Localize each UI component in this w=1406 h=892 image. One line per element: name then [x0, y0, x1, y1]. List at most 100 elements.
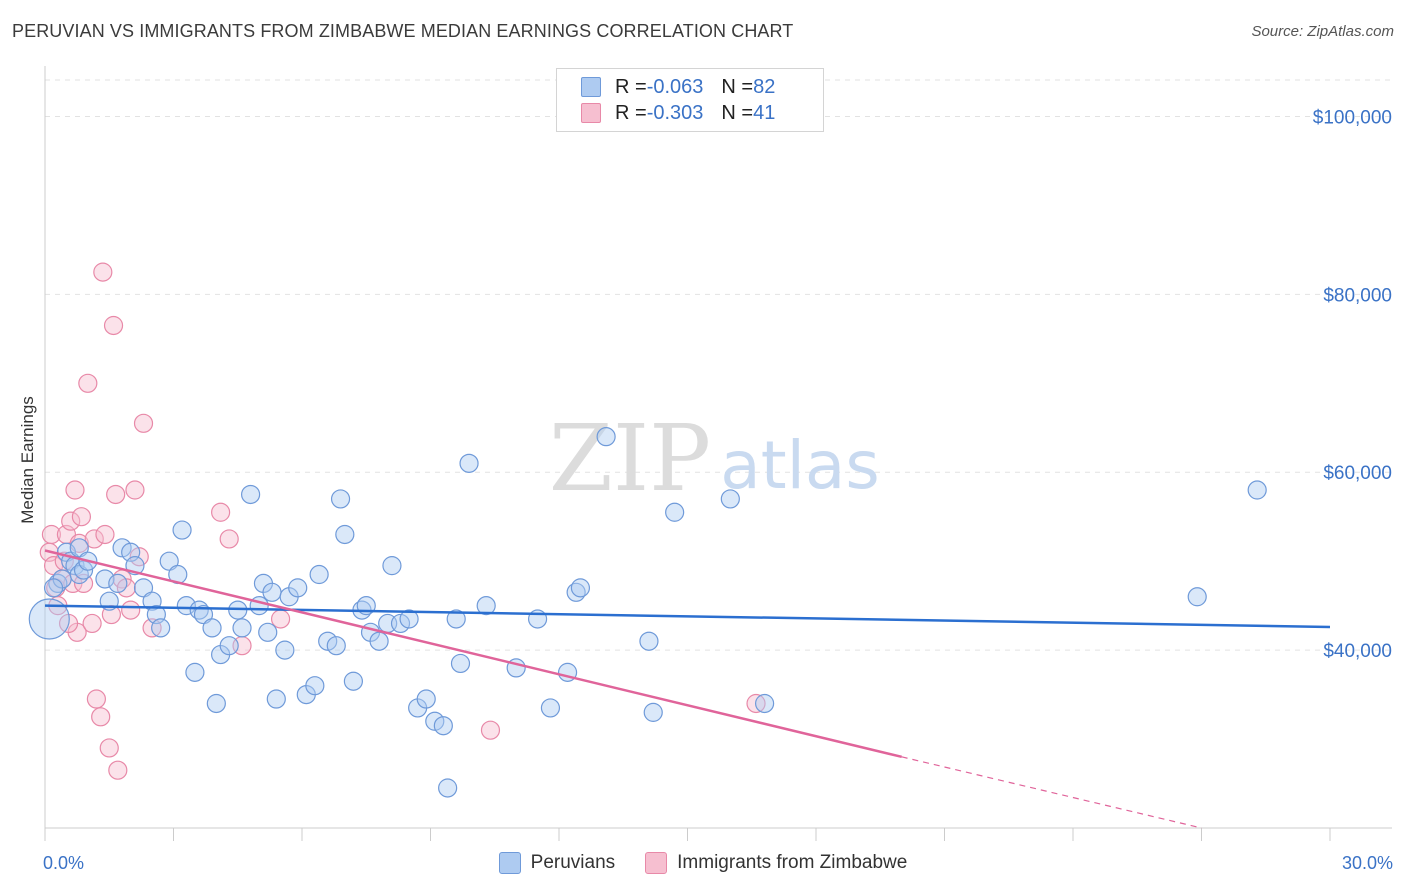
data-point-peruvians — [540, 698, 561, 718]
legend-n-label: N = — [721, 101, 754, 124]
data-point-peruvians — [570, 578, 591, 598]
data-point-peruvians — [43, 578, 64, 598]
data-point-peruvians — [133, 578, 154, 598]
data-point-zimbabwe — [61, 511, 81, 531]
legend-n-value: 41 — [753, 101, 776, 124]
grid-lines — [45, 79, 1392, 651]
data-point-peruvians — [262, 582, 282, 602]
data-point-peruvians — [643, 702, 663, 722]
data-point-zimbabwe — [121, 600, 141, 620]
data-point-peruvians — [241, 484, 261, 505]
legend-r-label: R = — [615, 101, 647, 124]
data-point-peruvians — [720, 489, 740, 509]
legend-n-label: N = — [721, 75, 754, 98]
data-point-zimbabwe — [95, 524, 115, 545]
data-point-zimbabwe — [480, 720, 501, 740]
y-tick-label: $80,000 — [1323, 285, 1392, 306]
data-point-peruvians — [219, 636, 239, 656]
data-point-peruvians — [309, 564, 329, 585]
data-point-peruvians — [330, 489, 351, 509]
correlation-legend: R = -0.063 N = 82 R = -0.303 N = 41 — [556, 68, 824, 132]
data-point-peruvians — [639, 631, 659, 651]
data-point-peruvians — [382, 556, 402, 576]
x-tick-label: 30.0% — [1342, 853, 1393, 873]
data-point-peruvians — [343, 671, 363, 691]
trend-line-zimbabwe-extension — [901, 756, 1202, 829]
data-point-peruvians — [446, 609, 466, 629]
data-point-zimbabwe — [116, 578, 136, 598]
data-point-peruvians — [159, 551, 179, 571]
data-point-peruvians — [305, 676, 325, 696]
data-point-zimbabwe — [125, 480, 145, 500]
data-point-zimbabwe — [82, 613, 102, 634]
data-point-peruvians — [433, 716, 453, 736]
data-point-zimbabwe — [103, 315, 124, 336]
data-point-zimbabwe — [73, 573, 94, 594]
series-legend: Peruvians Immigrants from Zimbabwe — [0, 852, 1406, 874]
watermark-zip: ZIP — [549, 405, 711, 512]
legend-row-peruvians: R = -0.063 N = 82 — [581, 74, 775, 100]
data-point-peruvians — [202, 618, 222, 638]
data-point-zimbabwe — [86, 689, 107, 709]
data-point-zimbabwe — [106, 484, 126, 505]
data-point-zimbabwe — [78, 373, 98, 393]
data-point-zimbabwe — [41, 524, 62, 545]
series-zimbabwe-points — [39, 262, 766, 780]
data-point-zimbabwe — [84, 529, 104, 549]
data-point-peruvians — [95, 569, 115, 589]
legend-swatch-peruvians — [581, 77, 601, 97]
data-point-zimbabwe — [93, 262, 113, 282]
data-point-peruvians — [450, 653, 471, 674]
legend-item-peruvians[interactable]: Peruvians — [498, 852, 615, 874]
data-point-peruvians — [206, 693, 226, 714]
data-point-peruvians — [459, 453, 479, 473]
data-point-peruvians — [232, 618, 252, 638]
data-point-peruvians — [193, 604, 214, 625]
legend-r-label: R = — [615, 75, 647, 98]
data-point-zimbabwe — [91, 707, 111, 727]
data-point-peruvians — [172, 520, 192, 540]
data-point-peruvians — [185, 662, 205, 682]
trend-lines — [44, 549, 1331, 829]
data-point-peruvians — [390, 613, 411, 634]
data-point-peruvians — [596, 427, 616, 447]
x-tick-labels: 0.0% 30.0% — [43, 853, 1393, 873]
data-point-peruvians — [318, 631, 338, 651]
data-point-zimbabwe — [133, 413, 154, 433]
data-point-peruvians — [335, 524, 355, 545]
data-point-zimbabwe — [129, 547, 149, 567]
y-tick-label: $60,000 — [1323, 463, 1392, 484]
data-point-zimbabwe — [270, 609, 291, 629]
data-point-peruvians — [425, 711, 445, 731]
data-point-zimbabwe — [108, 760, 128, 780]
legend-r-value: -0.063 — [646, 75, 704, 98]
trend-line-zimbabwe — [44, 549, 902, 759]
watermark-atlas: atlas — [720, 427, 880, 504]
legend-swatch-peruvians — [498, 852, 521, 874]
data-point-zimbabwe — [219, 529, 239, 549]
data-point-peruvians — [399, 609, 419, 629]
data-point-peruvians — [369, 631, 389, 651]
data-point-zimbabwe — [99, 738, 119, 758]
legend-n-value: 82 — [753, 75, 776, 98]
y-tick-labels: $40,000 $60,000 $80,000 $100,000 — [1313, 107, 1392, 662]
y-tick-label: $40,000 — [1323, 641, 1392, 662]
legend-row-zimbabwe: R = -0.303 N = 41 — [581, 100, 775, 126]
legend-item-zimbabwe[interactable]: Immigrants from Zimbabwe — [645, 852, 907, 874]
legend-swatch-zimbabwe — [645, 852, 668, 874]
data-point-zimbabwe — [211, 502, 231, 522]
data-point-peruvians — [258, 622, 278, 642]
watermark: ZIP atlas — [549, 405, 880, 512]
data-point-peruvians — [176, 596, 196, 616]
data-point-peruvians — [754, 693, 775, 714]
data-point-peruvians — [326, 636, 346, 656]
chart-title: PERUVIAN VS IMMIGRANTS FROM ZIMBABWE MED… — [12, 21, 794, 41]
legend-r-value: -0.303 — [646, 101, 704, 124]
x-tick-label: 0.0% — [43, 853, 84, 873]
data-point-zimbabwe — [71, 507, 92, 527]
data-point-peruvians — [266, 689, 286, 709]
data-point-peruvians — [1187, 587, 1207, 607]
legend-label-zimbabwe: Immigrants from Zimbabwe — [677, 852, 908, 873]
data-point-peruvians — [151, 618, 171, 638]
